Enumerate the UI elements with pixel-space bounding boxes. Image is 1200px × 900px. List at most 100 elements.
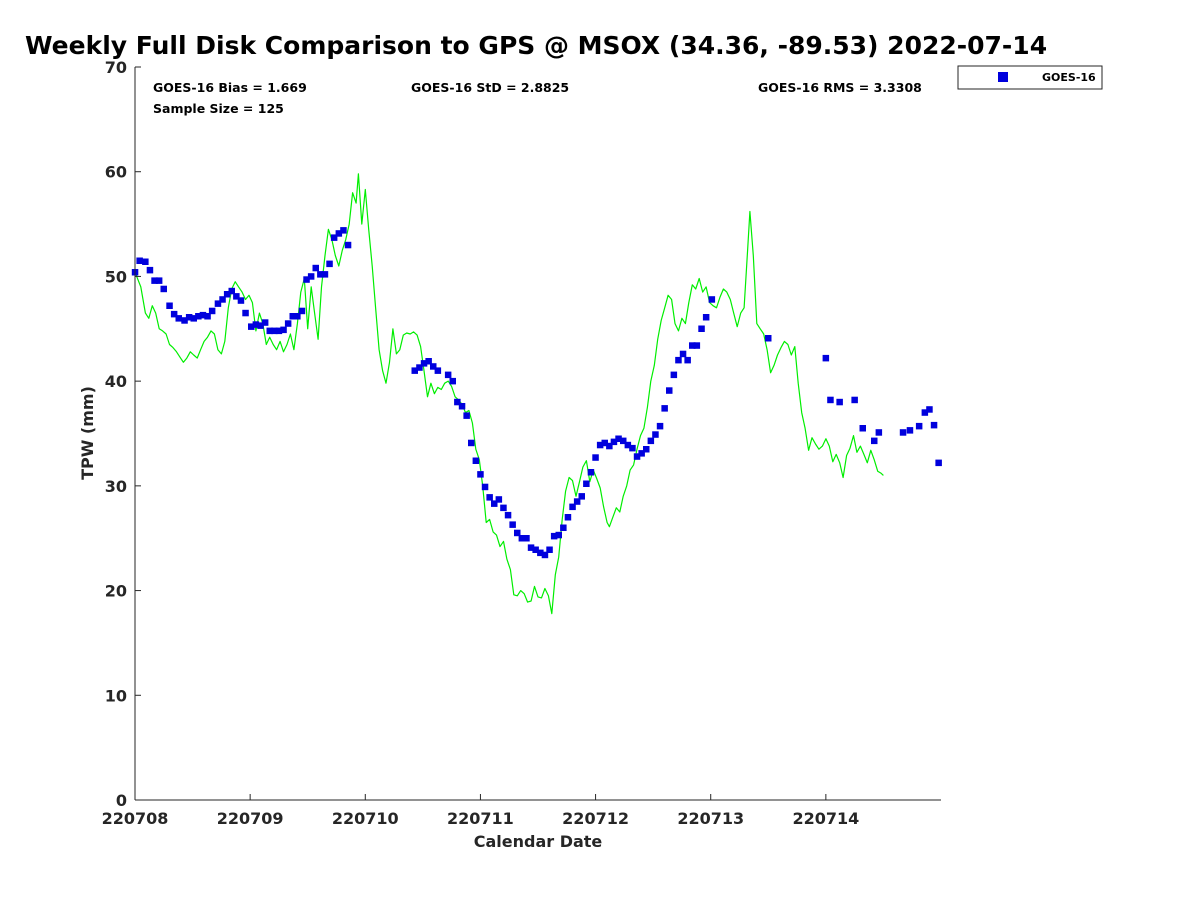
chart-title: Weekly Full Disk Comparison to GPS @ MSO… [25,31,1047,60]
x-tick-label: 220709 [217,809,284,828]
goes16-point [592,454,599,461]
goes16-point [670,371,678,379]
goes16-point [420,360,428,367]
x-axis-label: Calendar Date [474,832,603,851]
goes16-point [486,494,493,501]
goes16-point [307,273,315,280]
goes16-point [555,531,562,539]
legend-goes16-marker [998,72,1008,82]
goes16-point [693,342,701,349]
goes16-point [921,409,929,416]
y-tick-label: 10 [105,686,127,705]
goes16-point [930,421,938,429]
goes16-point [871,437,878,445]
goes16-point [638,450,645,457]
goes16-point [252,321,260,328]
goes16-point [822,354,830,362]
goes16-point [578,493,585,500]
goes16-point [458,403,466,410]
goes16-point [136,257,143,264]
goes16-point [271,327,278,335]
goes16-point [523,535,530,542]
goes16-point [233,293,240,300]
goes16-point [610,438,618,446]
sample-size-stat: Sample Size = 125 [153,101,284,116]
goes16-point [166,302,173,309]
goes16-point [620,437,627,445]
x-tick-label: 220712 [562,809,629,828]
goes16-point [477,471,484,478]
goes16-point [560,524,567,531]
goes16-point [454,398,461,406]
goes16-point [500,504,507,512]
goes16-point [564,514,572,521]
goes16-point [684,356,691,364]
goes16-point [411,367,418,374]
goes16-point [242,309,249,317]
goes16-point [155,277,163,284]
legend-goes16-label: GOES-16 [1042,71,1096,84]
goes16-point [237,297,245,304]
goes16-point [915,422,923,430]
goes16-point [199,311,207,319]
goes16-point [228,287,235,295]
goes16-point [569,503,576,511]
goes16-point [698,325,705,332]
goes16-point [468,439,475,447]
goes16-point [257,322,264,329]
x-tick-label: 220711 [447,809,514,828]
goes16-point [666,387,673,394]
y-tick-label: 20 [105,582,127,601]
goes16-point [643,446,650,453]
goes16-point [142,258,149,265]
goes16-point [583,480,590,487]
goes16-point [624,441,632,449]
goes16-point [765,335,772,342]
y-ticks: 0 10 20 30 40 50 60 70 [105,58,141,810]
goes16-point [615,435,622,442]
goes16-point [214,300,222,307]
goes16-point [449,377,456,385]
goes16-point [430,363,437,370]
goes16-point [190,315,197,322]
goes16-point [647,437,655,445]
x-tick-label: 220713 [677,809,744,828]
y-tick-label: 70 [105,58,127,77]
goes16-point [294,313,301,320]
goes16-point [170,310,178,318]
y-tick-label: 0 [116,791,127,810]
goes16-point [317,271,324,278]
goes16-point [587,469,595,476]
y-tick-label: 40 [105,372,127,391]
goes16-point [518,535,526,542]
goes16-point [606,442,613,450]
goes16-point [601,439,608,447]
goes16-point [481,483,489,491]
rms-stat: GOES-16 RMS = 3.3308 [758,80,922,95]
x-tick-label: 220708 [102,809,169,828]
goes16-point [425,358,432,365]
goes16-point [416,364,423,371]
goes16-point [596,441,604,449]
goes16-point [298,307,306,315]
goes16-point [444,371,452,379]
goes16-point [504,511,512,519]
goes16-point [541,551,549,559]
x-ticks: 220708 220709 220710 220711 220712 220713 2207… [102,794,859,828]
goes16-point [472,457,480,464]
goes16-point [546,546,553,553]
goes16-point [326,260,333,268]
goes16-point [321,271,329,278]
legend: GOES-16 [957,65,1103,90]
goes16-point [491,500,498,507]
goes16-point [185,314,193,321]
x-tick-label: 220714 [792,809,859,828]
goes16-point [527,544,535,551]
y-tick-label: 30 [105,477,127,496]
goes16-point [181,317,188,324]
goes16-point [280,326,287,334]
goes16-point [495,496,503,503]
goes16-point [537,549,544,557]
goes16-point [266,327,273,335]
goes16-point [702,314,710,321]
